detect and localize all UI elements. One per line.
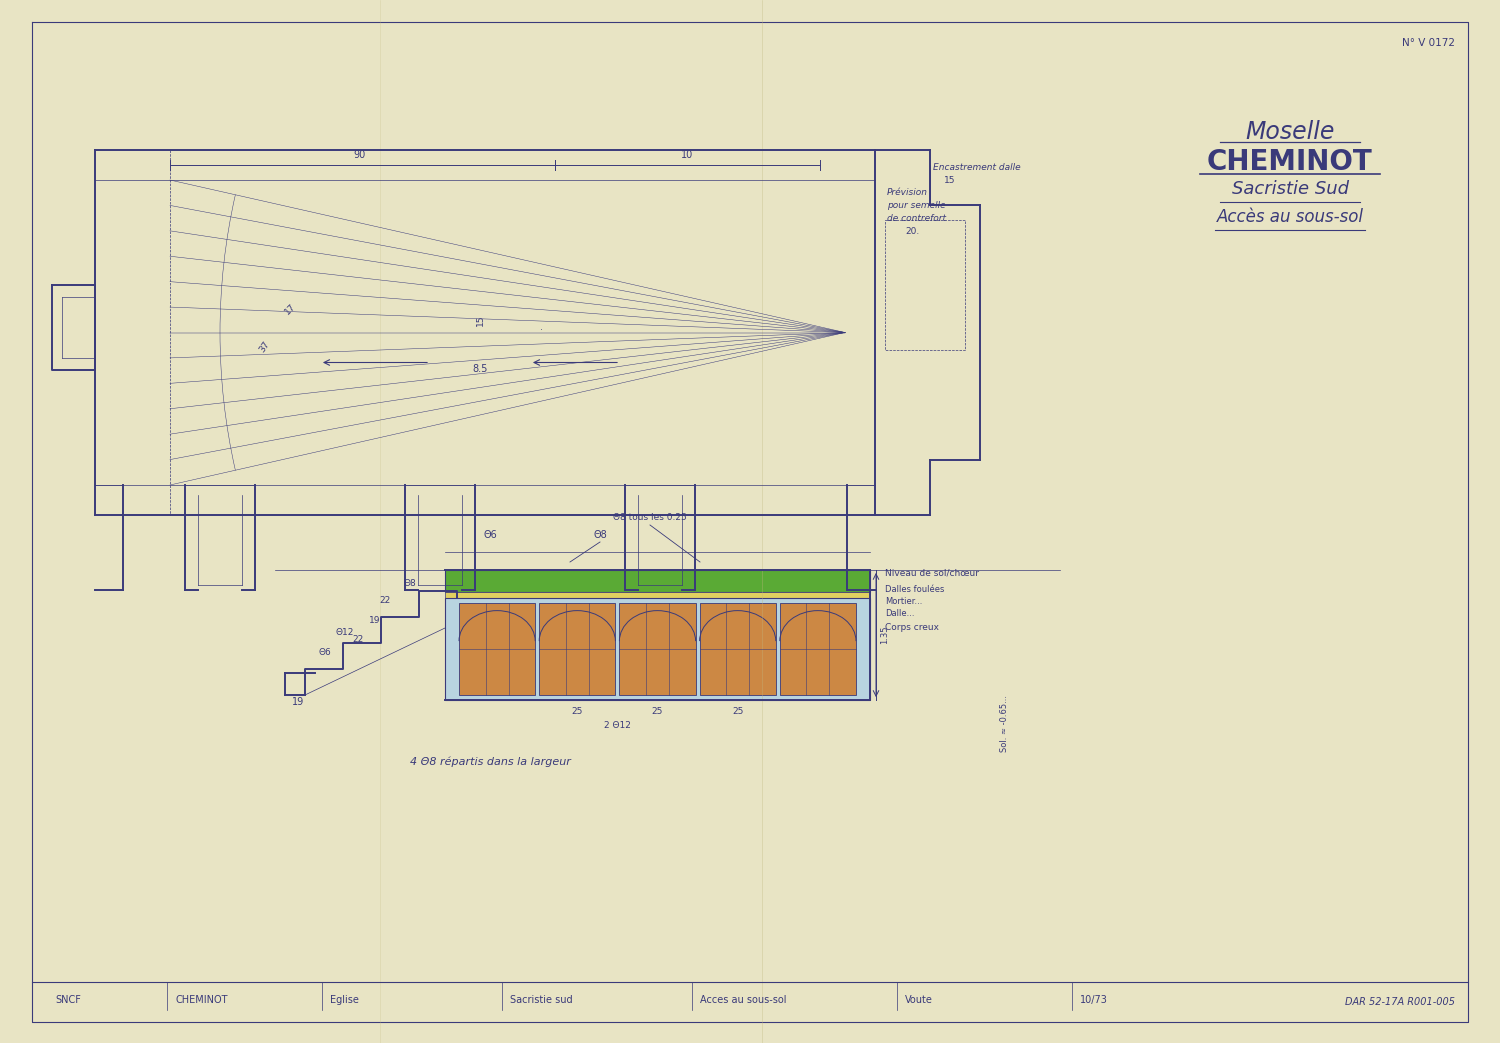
- Text: 10: 10: [681, 150, 693, 160]
- Text: 15: 15: [476, 315, 484, 326]
- Text: 19: 19: [369, 616, 381, 625]
- Text: 8.5: 8.5: [472, 364, 488, 374]
- Text: 20.: 20.: [904, 227, 920, 236]
- Text: Θ12: Θ12: [336, 628, 354, 637]
- Bar: [446, 598, 870, 700]
- Text: Θ6: Θ6: [483, 530, 496, 540]
- Text: Encastrement dalle: Encastrement dalle: [933, 163, 1020, 172]
- Text: Dalle...: Dalle...: [885, 609, 915, 618]
- Text: Sacristie sud: Sacristie sud: [510, 995, 573, 1005]
- Text: 1.35: 1.35: [880, 626, 890, 645]
- Text: Accès au sous-sol: Accès au sous-sol: [1216, 208, 1364, 226]
- Text: Eglise: Eglise: [330, 995, 358, 1005]
- Text: 25: 25: [572, 707, 584, 715]
- Text: Niveau de sol/chœur: Niveau de sol/chœur: [885, 569, 980, 578]
- Text: 90: 90: [354, 150, 366, 160]
- Text: 22: 22: [380, 596, 390, 605]
- Text: 15: 15: [945, 176, 956, 185]
- Bar: [620, 603, 696, 695]
- Text: N° V 0172: N° V 0172: [1402, 38, 1455, 48]
- Text: 17: 17: [284, 302, 297, 316]
- Text: Dalles foulées: Dalles foulées: [885, 585, 945, 595]
- Text: Sol. ≈ -0.65...: Sol. ≈ -0.65...: [1000, 695, 1010, 752]
- Text: 10/73: 10/73: [1080, 995, 1108, 1005]
- Text: Θ8: Θ8: [404, 579, 417, 588]
- Bar: [780, 603, 856, 695]
- Text: 19: 19: [292, 697, 304, 707]
- Text: DAR 52-17A R001-005: DAR 52-17A R001-005: [1346, 997, 1455, 1006]
- Bar: [459, 603, 536, 695]
- Text: CHEMINOT: CHEMINOT: [176, 995, 228, 1005]
- Text: Voute: Voute: [904, 995, 933, 1005]
- Text: Sacristie Sud: Sacristie Sud: [1232, 180, 1348, 198]
- Text: 2 Θ12: 2 Θ12: [604, 721, 631, 730]
- Text: 37: 37: [258, 340, 272, 355]
- Text: Θ8: Θ8: [592, 530, 608, 540]
- Bar: [538, 603, 615, 695]
- Bar: [885, 220, 965, 350]
- Text: Θ8 tous les 0.25: Θ8 tous les 0.25: [614, 513, 687, 522]
- Bar: [446, 571, 870, 592]
- Text: Prévision: Prévision: [886, 188, 928, 197]
- Text: de contrefort: de contrefort: [886, 214, 946, 223]
- Bar: [699, 603, 776, 695]
- Text: Θ6: Θ6: [318, 648, 332, 657]
- Text: 25: 25: [652, 707, 663, 715]
- Text: SNCF: SNCF: [56, 995, 81, 1005]
- Text: 22: 22: [352, 635, 363, 644]
- Bar: [446, 592, 870, 598]
- Text: Acces au sous-sol: Acces au sous-sol: [700, 995, 786, 1005]
- Text: .: .: [540, 322, 543, 332]
- Text: Mortier...: Mortier...: [885, 597, 922, 606]
- Text: CHEMINOT: CHEMINOT: [1208, 148, 1372, 176]
- Text: Moselle: Moselle: [1245, 120, 1335, 144]
- Text: 25: 25: [732, 707, 744, 715]
- Text: 4 Θ8 répartis dans la largeur: 4 Θ8 répartis dans la largeur: [410, 756, 570, 767]
- Text: Corps creux: Corps creux: [885, 623, 939, 632]
- Text: pour semelle: pour semelle: [886, 201, 945, 210]
